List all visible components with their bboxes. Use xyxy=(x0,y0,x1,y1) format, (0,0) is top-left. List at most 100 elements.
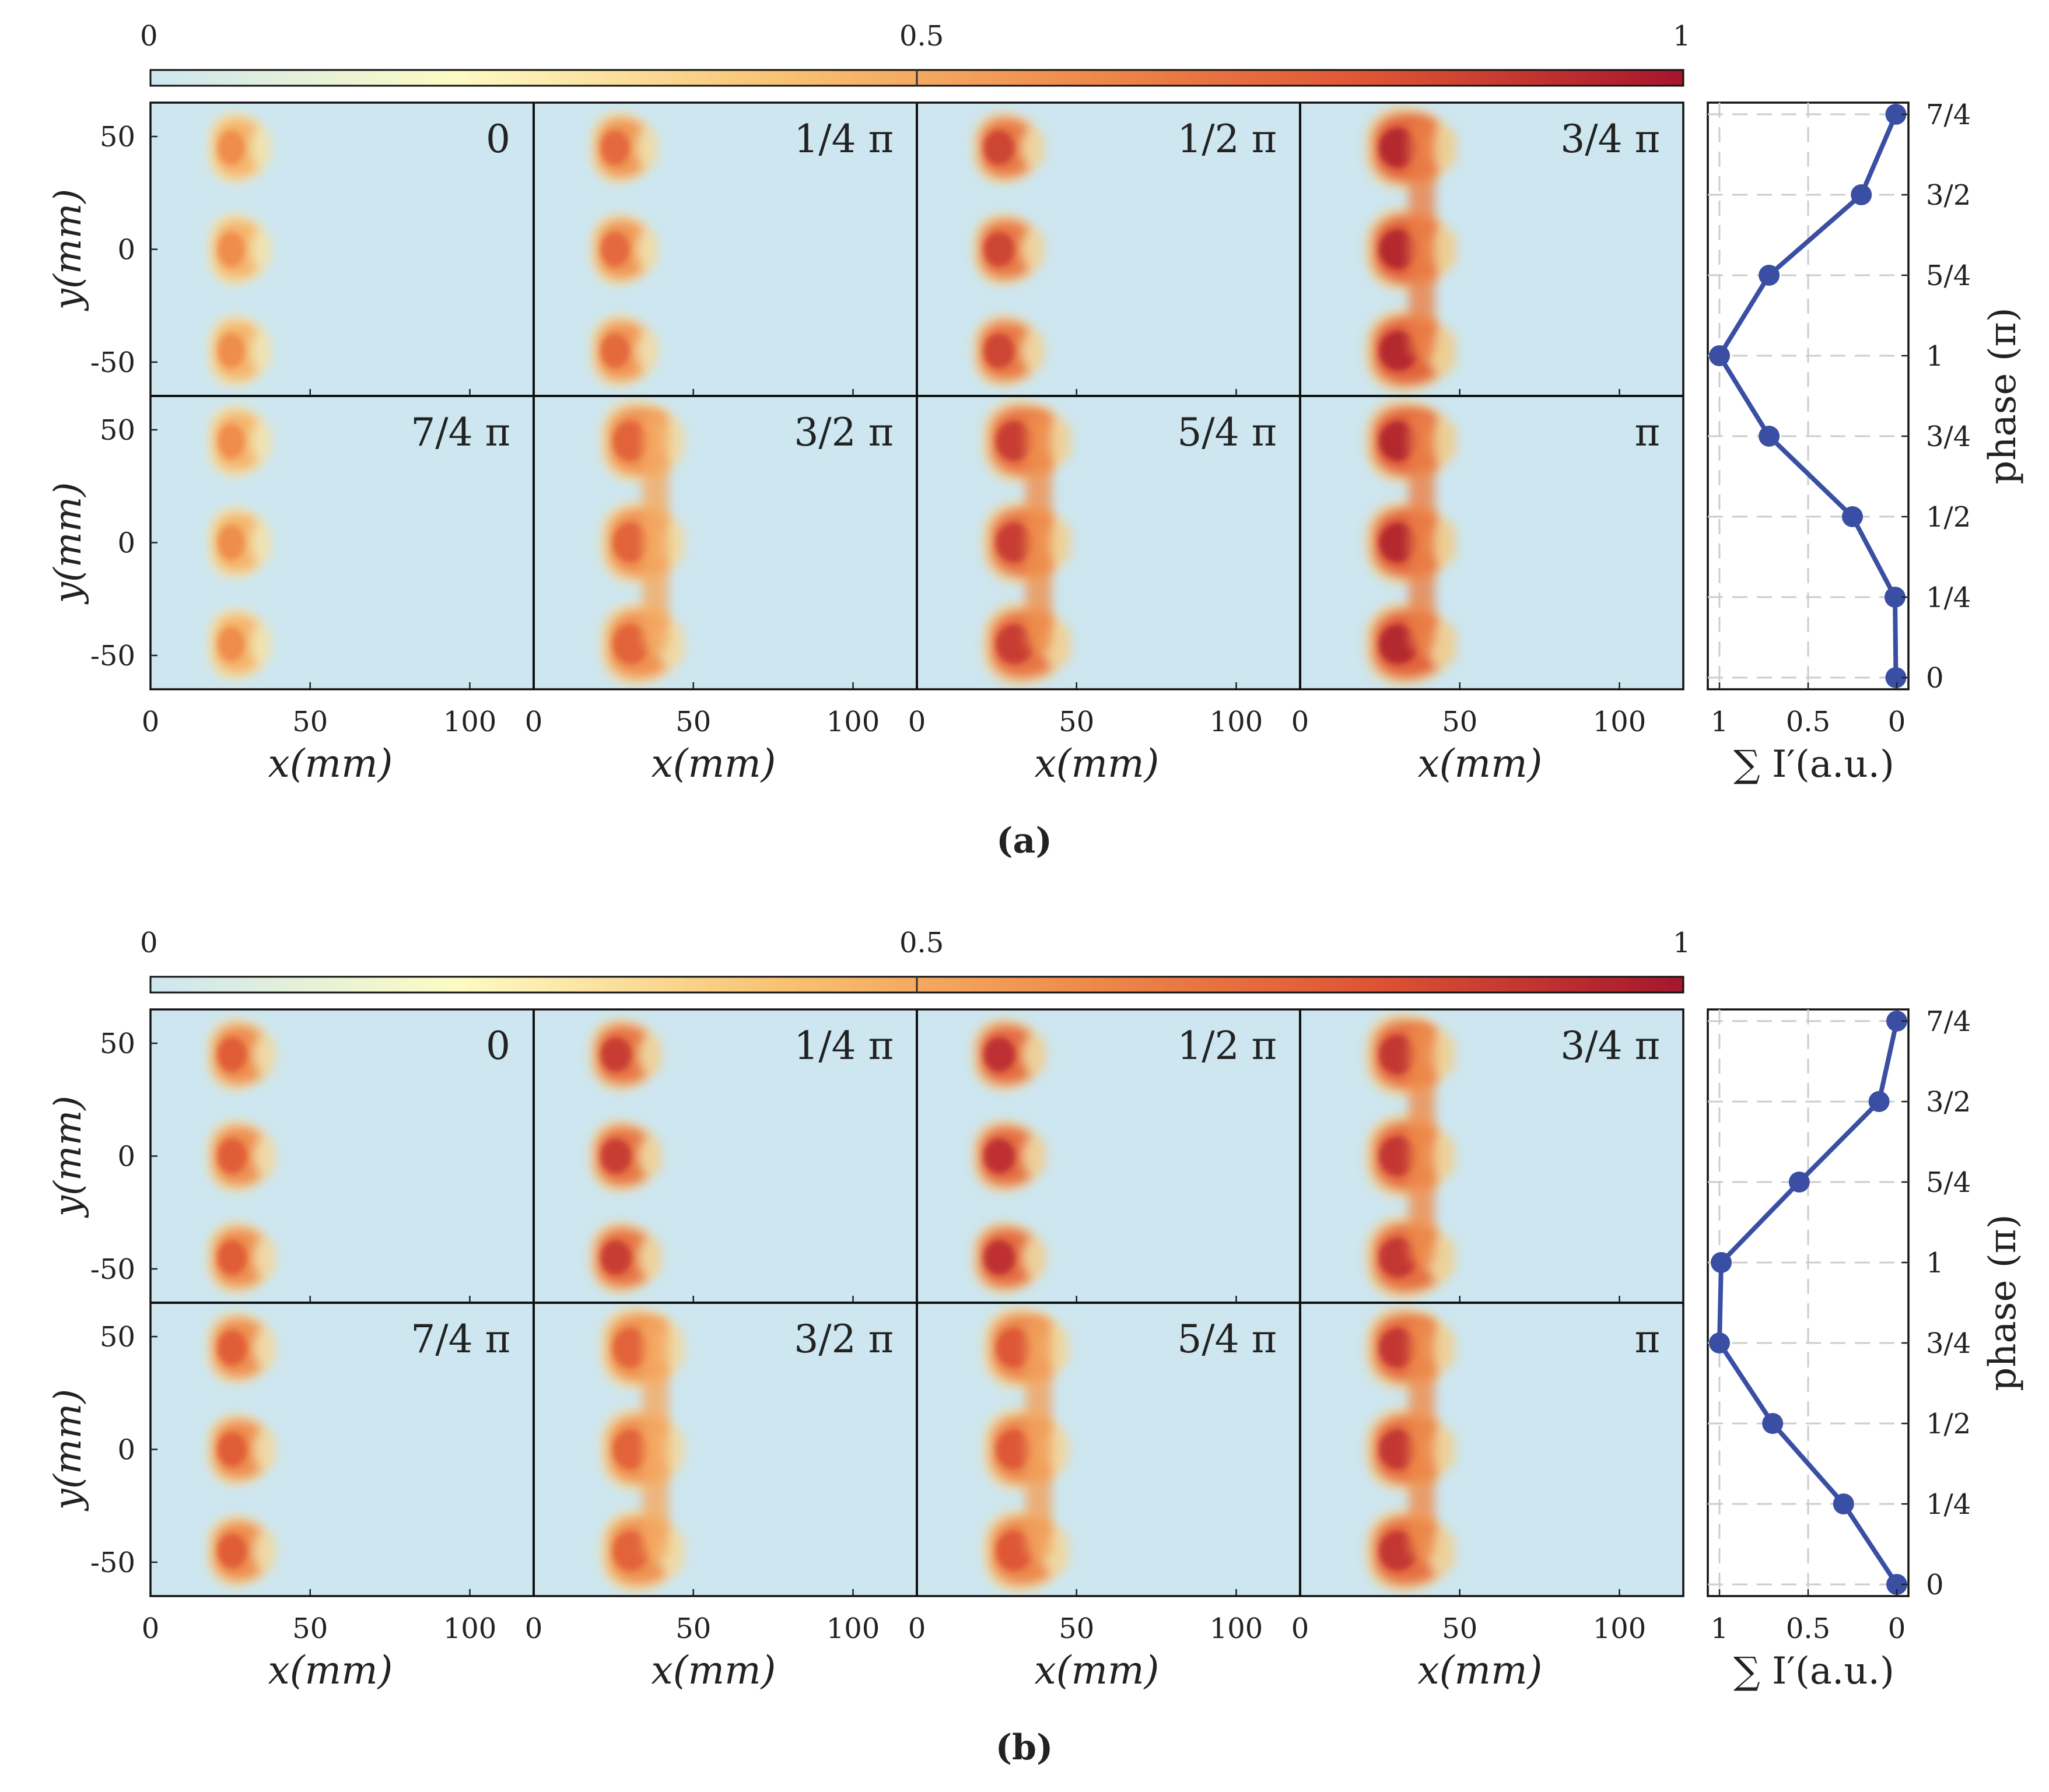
phase-point xyxy=(1788,1172,1810,1193)
x-tick-label: 50 xyxy=(292,1612,328,1645)
x-tick-label: 50 xyxy=(1059,1612,1094,1645)
phase-plot: 7/4 3/2 5/4 1 3/4 1/2 1/4 0 1 0.5 0 ∑ I′(a.u.) phase… xyxy=(1707,99,2025,786)
heatmap-front xyxy=(642,1318,669,1559)
phase-label: π xyxy=(1635,410,1660,455)
phase-label: 0 xyxy=(486,117,510,162)
heatmap-cell: 7/4 π xyxy=(149,1303,534,1596)
phase-y-tick-label: 0 xyxy=(1926,662,1944,695)
heatmap-hotspot xyxy=(218,1138,247,1174)
phase-y-tick-label: 7/4 xyxy=(1926,99,1971,131)
phase-point xyxy=(1833,1493,1854,1514)
heatmap-background xyxy=(534,396,917,689)
phase-point xyxy=(1709,1332,1730,1353)
heatmap-hotspot xyxy=(218,1240,247,1275)
phase-point xyxy=(1886,1011,1907,1032)
phase-label: 3/2 π xyxy=(794,1317,894,1362)
phase-label: 3/2 π xyxy=(794,410,894,455)
phase-label: 7/4 π xyxy=(411,1317,510,1362)
phase-y-tick-label: 1 xyxy=(1926,1247,1944,1279)
heatmap-hotspot xyxy=(1379,1136,1417,1176)
phase-point xyxy=(1885,104,1907,125)
phase-x-tick-label: 0.5 xyxy=(1786,706,1830,738)
phase-x-tick-label: 1 xyxy=(1711,1612,1729,1645)
phase-y-tick-label: 0 xyxy=(1926,1569,1944,1601)
heatmap-front xyxy=(1409,1318,1435,1559)
colorbar-tick-label: 0 xyxy=(140,927,158,959)
figure-layer: 0 0.5 1 0 1/4 π 1/2 π 3/4 π 7/4 π 3/2 π 5/4 π π 50 0… xyxy=(47,20,2025,1768)
x-tick-label: 0 xyxy=(142,1612,160,1645)
heatmap-hotspot xyxy=(612,1328,649,1368)
x-tick-label: 100 xyxy=(1210,706,1263,738)
phase-label: 5/4 π xyxy=(1177,410,1277,455)
x-tick-label: 100 xyxy=(443,706,497,738)
heatmap-front xyxy=(1025,412,1052,653)
heatmap-hotspot xyxy=(996,1429,1033,1470)
x-axis-label: x(mm) xyxy=(1035,1648,1160,1693)
phase-label: 7/4 π xyxy=(411,410,510,455)
heatmap-hotspot xyxy=(218,525,245,560)
phase-label: 0 xyxy=(486,1023,510,1068)
x-tick-label: 100 xyxy=(1593,706,1647,738)
heatmap-hotspot xyxy=(218,232,245,267)
heatmap-cell: 1/2 π xyxy=(916,1009,1300,1303)
x-tick-label: 0 xyxy=(525,1612,543,1645)
heatmap-hotspot xyxy=(1379,128,1418,168)
phase-x-tick-label: 1 xyxy=(1711,706,1729,738)
heatmap-hotspot xyxy=(1379,624,1418,664)
phase-label: 1/2 π xyxy=(1177,117,1277,162)
heatmap-cell: 3/4 π xyxy=(1299,103,1683,396)
phase-y-tick-label: 1/2 xyxy=(1926,501,1971,534)
heatmap-front xyxy=(1025,1318,1052,1559)
panel-a: 0 0.5 1 0 1/4 π 1/2 π 3/4 π 7/4 π 3/2 π 5/4 π π 50 0… xyxy=(47,20,2025,861)
x-tick-label: 50 xyxy=(1442,706,1477,738)
phase-y-tick-label: 3/4 xyxy=(1926,1327,1971,1360)
phase-y-tick-label: 1/2 xyxy=(1926,1408,1971,1440)
heatmap-hotspot xyxy=(218,626,245,662)
phase-series-line xyxy=(1717,1021,1899,1586)
x-tick-label: 50 xyxy=(292,706,328,738)
heatmap-hotspot xyxy=(600,1037,632,1072)
heatmap-hotspot xyxy=(601,333,630,369)
heatmap-hotspot xyxy=(1379,331,1418,371)
heatmap-hotspot xyxy=(600,1240,632,1275)
phase-y-tick-label: 1/4 xyxy=(1926,1488,1971,1521)
phase-point xyxy=(1884,587,1906,608)
y-tick-label: -50 xyxy=(90,1253,135,1286)
heatmap-hotspot xyxy=(996,1328,1033,1368)
x-tick-label: 50 xyxy=(675,706,711,738)
phase-y-axis-label: phase (π) xyxy=(1981,1214,2025,1391)
x-tick-label: 0 xyxy=(908,1612,926,1645)
panel-caption: (a) xyxy=(996,820,1052,861)
panel-caption: (b) xyxy=(996,1727,1053,1768)
x-axis-label: x(mm) xyxy=(1418,1648,1543,1693)
phase-x-tick-label: 0 xyxy=(1888,706,1906,738)
x-tick-label: 0 xyxy=(1291,706,1309,738)
heatmap-hotspot xyxy=(218,1037,247,1072)
heatmap-hotspot xyxy=(1379,1237,1417,1278)
phase-point xyxy=(1868,1091,1890,1112)
heatmap-hotspot xyxy=(218,1533,247,1569)
x-tick-label: 100 xyxy=(1210,1612,1263,1645)
x-tick-label: 50 xyxy=(1442,1612,1477,1645)
heatmap-hotspot xyxy=(996,421,1034,461)
phase-plot: 7/4 3/2 5/4 1 3/4 1/2 1/4 0 1 0.5 0 ∑ I′(a.u.) phase… xyxy=(1707,1005,2025,1693)
heatmap-front xyxy=(642,412,669,653)
x-tick-label: 0 xyxy=(1291,1612,1309,1645)
y-tick-label: 50 xyxy=(100,121,135,153)
x-tick-label: 0 xyxy=(142,706,160,738)
phase-y-tick-label: 7/4 xyxy=(1926,1005,1971,1038)
heatmap-cell: 1/2 π xyxy=(916,103,1300,396)
x-axis-label: x(mm) xyxy=(652,741,776,786)
heatmap-cell: 0 xyxy=(149,1009,534,1303)
heatmap-background xyxy=(1300,103,1683,396)
phase-label: 1/2 π xyxy=(1177,1023,1277,1068)
heatmap-background xyxy=(1300,1303,1683,1596)
heatmap-cell: 5/4 π xyxy=(916,1303,1300,1596)
heatmap-hotspot xyxy=(218,130,245,166)
heatmap-hotspot xyxy=(1379,1328,1417,1368)
x-axis-label: x(mm) xyxy=(1418,741,1543,786)
phase-point xyxy=(1886,1574,1907,1595)
heatmap-hotspot xyxy=(983,232,1014,267)
phase-point xyxy=(1885,667,1907,688)
